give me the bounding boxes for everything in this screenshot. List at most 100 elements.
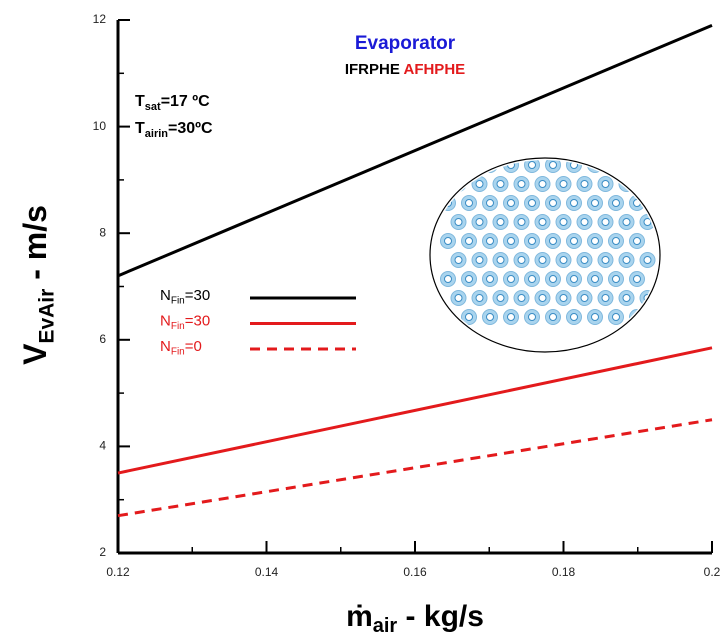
- tube: [450, 214, 467, 230]
- tube: [587, 309, 603, 325]
- tube: [576, 252, 593, 268]
- tube: [471, 290, 488, 306]
- tube: [597, 214, 614, 230]
- x-tick-label: 0.16: [403, 565, 427, 579]
- tube: [440, 271, 456, 287]
- tube-inner: [538, 218, 547, 226]
- tube-inner: [496, 294, 505, 302]
- tube: [618, 290, 635, 306]
- y-axis-label: VEvAir - m/s: [17, 205, 58, 365]
- tube-inner: [475, 294, 484, 302]
- tube: [461, 309, 477, 325]
- tube-inner: [465, 237, 473, 245]
- x-tick-label: 0.2: [704, 565, 721, 579]
- tube-inner: [643, 180, 652, 188]
- tube: [555, 252, 572, 268]
- tube-inner: [601, 294, 610, 302]
- tube-inner: [454, 256, 463, 264]
- chart-subtitle: IFRPHE AFHPHE: [345, 61, 465, 78]
- tube: [513, 214, 530, 230]
- tube-inner: [549, 161, 557, 169]
- tube: [450, 252, 467, 268]
- tube: [440, 160, 456, 173]
- label-rest: - kg/s: [397, 600, 484, 633]
- label-rest: =30: [185, 287, 210, 304]
- tube-inner: [591, 313, 599, 321]
- tube-inner: [601, 218, 610, 226]
- tube: [471, 176, 488, 192]
- tube-inner: [559, 256, 568, 264]
- tube-inner: [454, 294, 463, 302]
- tube-inner: [538, 180, 547, 188]
- tube-inner: [633, 161, 641, 169]
- tube: [545, 271, 561, 287]
- tube: [608, 309, 624, 325]
- tube: [461, 233, 477, 249]
- tube-inner: [591, 275, 599, 283]
- tube: [492, 252, 509, 268]
- tube-inner: [601, 256, 610, 264]
- x-axis-label: ṁair - kg/s: [346, 600, 484, 637]
- tube: [524, 195, 540, 211]
- tube-inner: [465, 275, 473, 283]
- tube: [534, 290, 551, 306]
- series-line: [117, 23, 713, 278]
- tube: [503, 309, 519, 325]
- tube: [597, 290, 614, 306]
- tube-inner: [475, 218, 484, 226]
- tube: [576, 176, 593, 192]
- label-sub: air: [373, 615, 398, 637]
- y-tick-label: 10: [93, 119, 107, 133]
- tube: [587, 233, 603, 249]
- tube-inner: [528, 199, 536, 207]
- tube: [482, 233, 498, 249]
- tube: [576, 290, 593, 306]
- tube: [471, 252, 488, 268]
- tube: [555, 290, 572, 306]
- tube: [639, 176, 656, 192]
- tube-inner: [496, 218, 505, 226]
- tube: [524, 233, 540, 249]
- tube-inner: [622, 256, 631, 264]
- tube-inner: [622, 218, 631, 226]
- label-rest: =30: [185, 312, 210, 329]
- annotation: Tsat=17 ºC: [135, 93, 210, 112]
- tube-inner: [507, 237, 515, 245]
- tube-inner: [528, 313, 536, 321]
- tube: [629, 271, 645, 287]
- tube-inner: [486, 237, 494, 245]
- tube-inner: [612, 313, 620, 321]
- series-line: [117, 346, 713, 475]
- label-base: T: [135, 93, 145, 110]
- tube-inner: [475, 256, 484, 264]
- tube-inner: [454, 218, 463, 226]
- y-tick-label: 8: [99, 225, 106, 239]
- heat-exchanger-image: [429, 157, 661, 353]
- x-tick-label: 0.18: [552, 565, 576, 579]
- tube: [471, 214, 488, 230]
- label-base: N: [160, 287, 171, 304]
- tube-inner: [570, 313, 578, 321]
- y-tick-label: 6: [99, 332, 106, 346]
- subtitle-part: IFRPHE: [345, 61, 400, 78]
- tube-inner: [517, 180, 526, 188]
- tube-inner: [475, 180, 484, 188]
- tube: [450, 290, 467, 306]
- tube: [597, 252, 614, 268]
- tube: [566, 309, 582, 325]
- legend-label: NFin=30: [160, 312, 210, 331]
- tube-outer: [450, 176, 467, 192]
- tube-inner: [549, 275, 557, 283]
- tube-inner: [496, 180, 505, 188]
- tube-inner: [633, 275, 641, 283]
- tube-inner: [549, 313, 557, 321]
- tube-inner: [444, 275, 452, 283]
- label-sub: airin: [145, 128, 169, 140]
- tube-inner: [444, 237, 452, 245]
- tube-inner: [570, 237, 578, 245]
- tube: [545, 195, 561, 211]
- tube: [555, 214, 572, 230]
- tube-inner: [507, 275, 515, 283]
- tube-inner: [591, 237, 599, 245]
